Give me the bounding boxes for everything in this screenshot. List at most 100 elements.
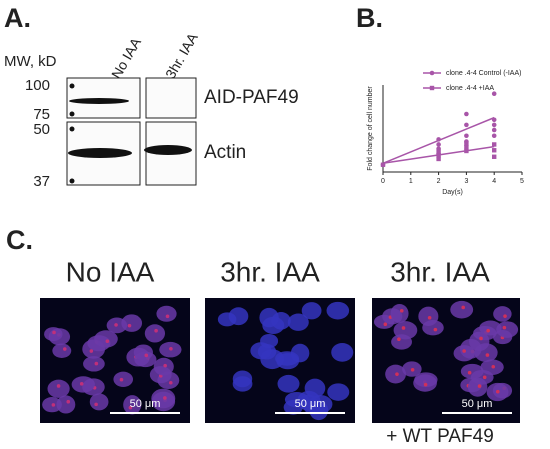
focus: [62, 347, 67, 351]
nucleus: [133, 344, 153, 361]
nucleus: [56, 395, 76, 414]
point: [436, 137, 441, 142]
focus: [410, 367, 415, 372]
x-tick-label: 0: [381, 178, 385, 185]
point: [491, 117, 497, 123]
nucleus: [228, 307, 249, 326]
nucleus: [453, 345, 475, 362]
panel-label: B.: [356, 3, 383, 33]
image-title: No IAA: [66, 256, 155, 287]
nucleus: [326, 301, 350, 320]
images: No IAA 50 μm 3hr. IAA 50 μm 3hr. IAA 50 μm + W…: [40, 256, 520, 447]
nucleus: [331, 343, 354, 362]
nucleus: [422, 319, 444, 336]
point: [491, 127, 497, 133]
nucleus: [123, 395, 142, 415]
focus: [399, 308, 404, 313]
focus: [163, 363, 167, 368]
nucleus: [260, 349, 285, 370]
mw-marker: 75: [33, 106, 50, 123]
x-axis-label: Day(s): [442, 189, 463, 196]
focus: [502, 325, 507, 330]
nucleus: [277, 374, 300, 393]
x-tick-label: 2: [437, 178, 441, 185]
legend-label: clone .4-4 Control (-IAA): [446, 70, 521, 77]
focus: [169, 346, 173, 351]
focus: [66, 399, 71, 404]
point: [492, 148, 497, 153]
focus: [503, 314, 507, 318]
nucleus: [82, 339, 106, 359]
focus: [163, 396, 167, 400]
lane-label: 3hr. IAA: [162, 30, 201, 82]
nucleus: [460, 363, 484, 379]
focus: [467, 370, 472, 375]
scale-label: 50 μm: [462, 398, 493, 410]
nucleus: [259, 307, 279, 328]
mw-marker: 50: [33, 121, 50, 138]
nucleus: [89, 393, 109, 411]
focus: [401, 326, 406, 330]
protein-label: AID-PAF49: [204, 87, 299, 108]
x-tick-label: 4: [492, 178, 496, 185]
focus: [52, 330, 56, 335]
focus: [119, 377, 124, 382]
focus: [482, 375, 487, 380]
point: [491, 133, 497, 139]
chart: 0 1 2 3 4 5 Day(s) Fold change of cell number cl…: [367, 70, 524, 196]
x-tick-label: 1: [409, 178, 413, 185]
mw-marker: 100: [25, 77, 50, 94]
nucleus: [301, 302, 322, 320]
blot: [66, 77, 197, 186]
legend-marker: [429, 85, 435, 91]
image-caption: + WT PAF49: [386, 426, 494, 447]
focus: [479, 336, 483, 341]
protein-label: Actin: [204, 142, 246, 163]
panel-label: A.: [4, 3, 31, 33]
nucleus: [287, 313, 309, 331]
focus: [383, 322, 388, 327]
legend-label: clone .4-4 +IAA: [446, 85, 494, 92]
point: [436, 153, 441, 158]
point: [380, 162, 386, 167]
point: [464, 111, 469, 117]
focus: [105, 339, 110, 344]
point: [464, 133, 469, 139]
focus: [427, 315, 432, 320]
nucleus: [390, 303, 409, 323]
focus: [462, 349, 466, 353]
focus: [51, 403, 56, 407]
blot-marks: [68, 83, 192, 184]
nucleus: [47, 379, 70, 398]
lane-label: No IAA: [108, 34, 144, 81]
focus: [495, 389, 500, 394]
focus: [491, 364, 496, 369]
focus: [461, 305, 466, 310]
nucleus: [144, 324, 166, 343]
point: [464, 145, 469, 150]
y-axis-label: Fold change of cell number: [367, 86, 374, 171]
image-title: 3hr. IAA: [220, 256, 320, 287]
focus: [395, 372, 399, 376]
nucleus: [450, 300, 474, 319]
nucleus: [156, 305, 177, 322]
point: [436, 142, 441, 147]
point: [464, 141, 469, 146]
nucleus: [391, 334, 412, 350]
point: [464, 148, 469, 154]
x-tick-label: 5: [520, 178, 524, 185]
focus: [94, 361, 99, 366]
focus: [165, 314, 170, 319]
focus: [477, 384, 482, 388]
nucleus: [121, 314, 143, 332]
point: [491, 91, 497, 96]
focus: [56, 384, 61, 388]
focus: [79, 382, 84, 386]
focus: [485, 353, 490, 357]
panel-label: C.: [6, 225, 33, 255]
point: [492, 142, 497, 147]
legend-marker: [429, 70, 435, 76]
x-tick-label: 3: [464, 178, 468, 185]
scale-label: 50 μm: [130, 398, 161, 410]
